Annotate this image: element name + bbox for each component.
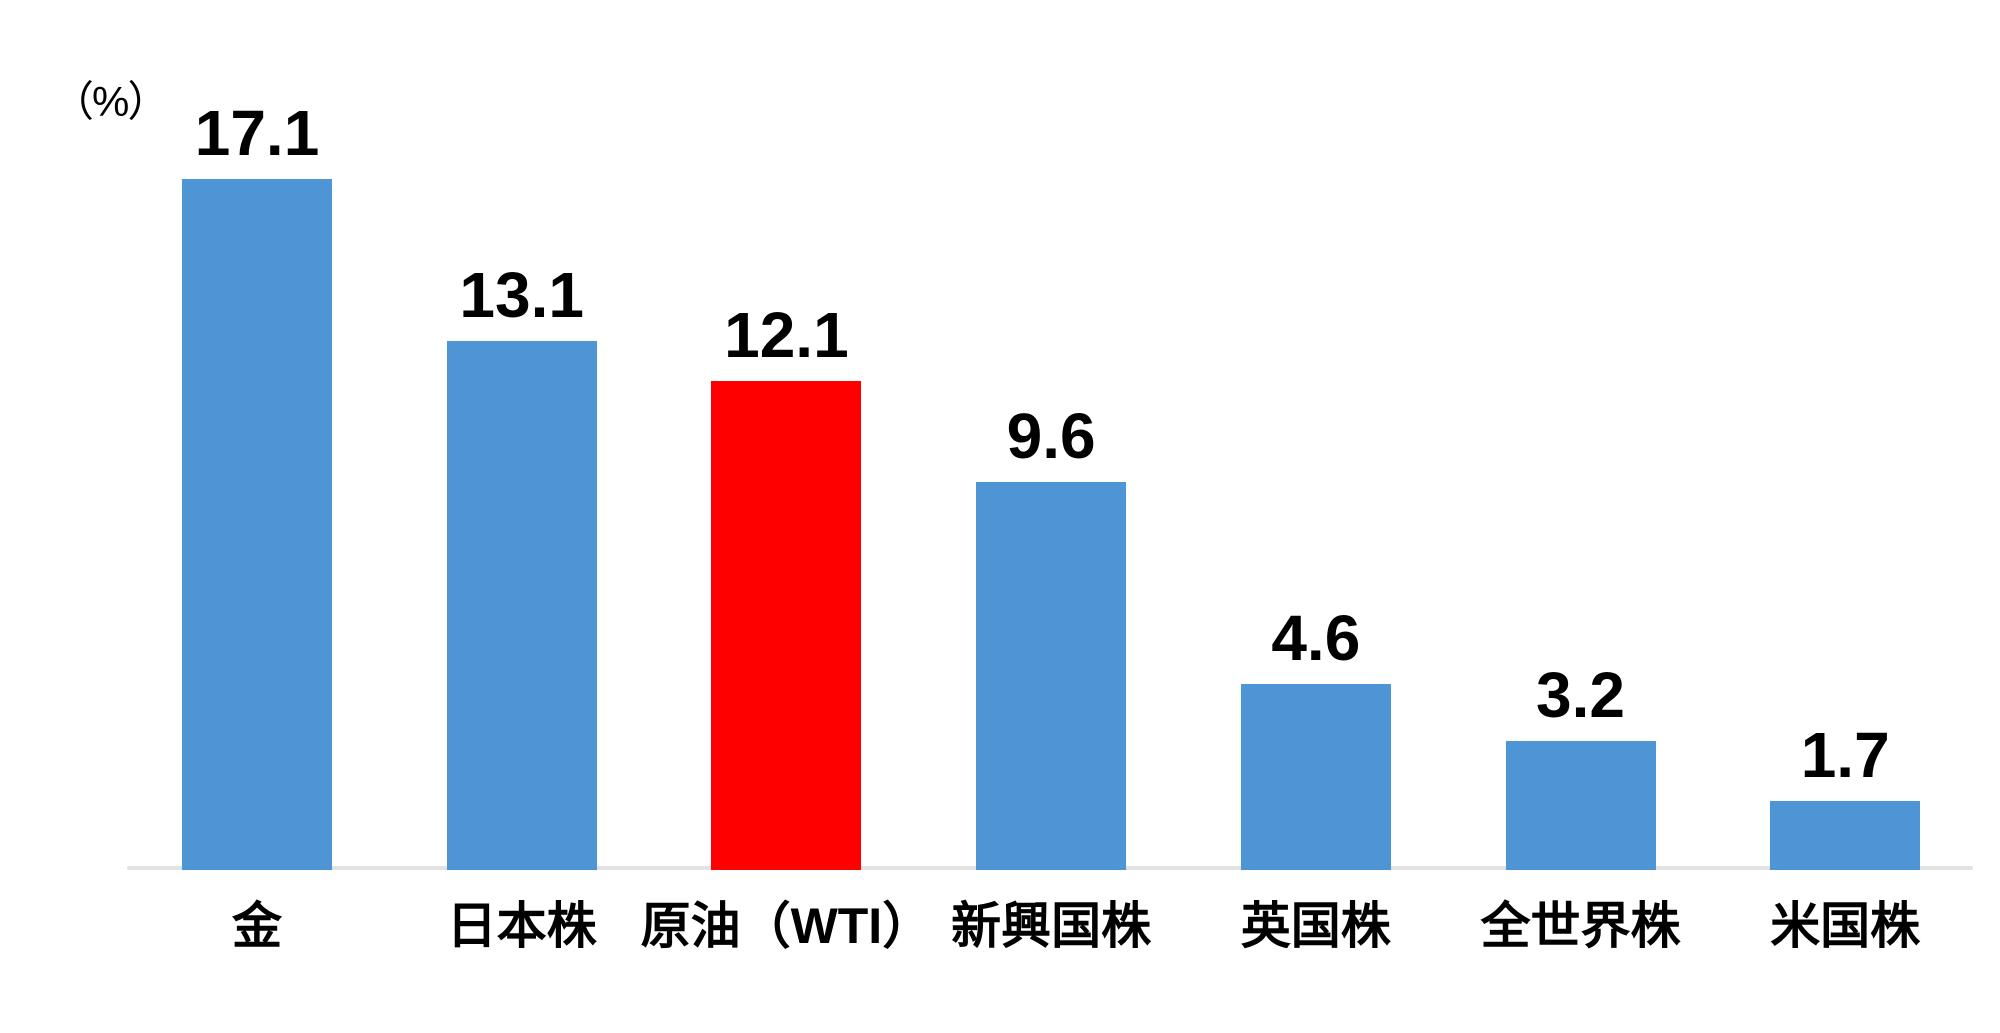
bar xyxy=(1505,740,1656,870)
bar-column: 1.7 xyxy=(1713,0,1977,870)
category-label: 米国株 xyxy=(1770,898,1921,954)
bar-value-label: 9.6 xyxy=(1006,400,1096,473)
bar-value-label: 3.2 xyxy=(1536,658,1625,731)
category-label: 全世界株 xyxy=(1480,898,1681,954)
bar xyxy=(182,179,332,870)
category-label: 金 xyxy=(232,898,282,954)
bar-column: 12.1 xyxy=(654,0,918,870)
bar xyxy=(1240,684,1391,870)
category-label: 原油（WTI） xyxy=(640,898,933,954)
bar-column: 4.6 xyxy=(1184,0,1448,870)
bar-value-label: 13.1 xyxy=(459,258,584,331)
bar xyxy=(976,482,1127,870)
category-label: 新興国株 xyxy=(951,898,1152,954)
bar-value-label: 12.1 xyxy=(724,299,849,372)
bar xyxy=(446,340,597,870)
bar-value-label: 17.1 xyxy=(194,97,320,170)
bar-value-label: 1.7 xyxy=(1800,719,1890,792)
bar-column: 9.6 xyxy=(919,0,1183,870)
category-label: 英国株 xyxy=(1240,898,1391,954)
bar-value-label: 4.6 xyxy=(1271,602,1361,675)
bar-highlighted xyxy=(711,381,862,870)
category-label: 日本株 xyxy=(446,898,597,954)
bar-column: 13.1 xyxy=(390,0,654,870)
y-axis-unit-label: （%） xyxy=(52,78,169,125)
bar xyxy=(1770,801,1921,870)
bar-column: 17.1 xyxy=(125,0,389,870)
bar-column: 3.2 xyxy=(1449,0,1713,870)
